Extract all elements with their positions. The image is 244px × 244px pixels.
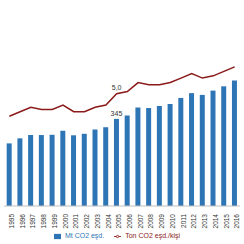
html-text:Ton CO2 eşd./kişi: Ton CO2 eşd./kişi xyxy=(125,232,181,239)
svg-text:2016: 2016 xyxy=(233,214,236,229)
svg-text:2003: 2003 xyxy=(94,214,101,229)
svg-text:2002: 2002 xyxy=(83,214,90,229)
svg-text:2014: 2014 xyxy=(212,214,219,229)
svg-text:2005: 2005 xyxy=(115,214,122,229)
svg-text:2000: 2000 xyxy=(62,214,69,229)
svg-text:2011: 2011 xyxy=(180,214,187,228)
svg-text:1997: 1997 xyxy=(29,214,36,229)
svg-text:1998: 1998 xyxy=(40,214,47,229)
svg-text:345: 345 xyxy=(111,110,123,117)
svg-text:2010: 2010 xyxy=(169,214,176,229)
svg-text:2001: 2001 xyxy=(72,214,79,229)
svg-text:2007: 2007 xyxy=(137,214,144,229)
svg-text:5,0: 5,0 xyxy=(112,84,122,91)
svg-text:1996: 1996 xyxy=(19,214,26,229)
svg-text:1995: 1995 xyxy=(8,214,15,229)
svg-text:2004: 2004 xyxy=(105,214,112,229)
svg-text:2015: 2015 xyxy=(223,214,230,229)
svg-text:2012: 2012 xyxy=(190,214,197,229)
svg-text:2006: 2006 xyxy=(126,214,133,229)
svg-text:2013: 2013 xyxy=(201,214,208,229)
svg-text:2009: 2009 xyxy=(158,214,165,229)
html-text:Mt CO2 eşd.: Mt CO2 eşd. xyxy=(64,232,105,239)
svg-text:2008: 2008 xyxy=(147,214,154,229)
svg-text:1999: 1999 xyxy=(51,214,58,229)
